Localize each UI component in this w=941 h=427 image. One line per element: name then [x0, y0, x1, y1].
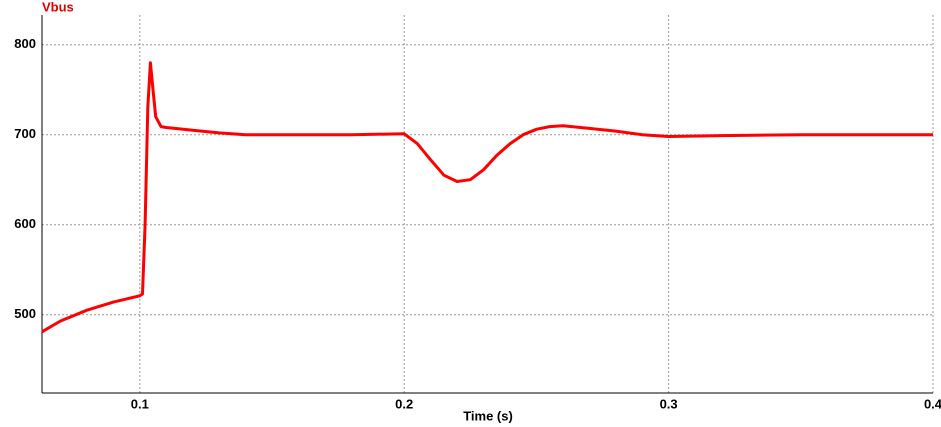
- x-tick-label: 0.4: [924, 396, 941, 411]
- data-line: [41, 61, 933, 334]
- x-tick-label: 0.1: [131, 396, 149, 411]
- y-tick-label: 800: [14, 36, 36, 51]
- y-tick-label: 500: [14, 306, 36, 321]
- x-axis-label: Time (s): [463, 408, 513, 423]
- y-tick-label: 700: [14, 126, 36, 141]
- x-tick-label: 0.2: [395, 396, 413, 411]
- chart-title: Vbus: [42, 0, 74, 14]
- y-tick-label: 600: [14, 216, 36, 231]
- x-tick-label: 0.3: [660, 396, 678, 411]
